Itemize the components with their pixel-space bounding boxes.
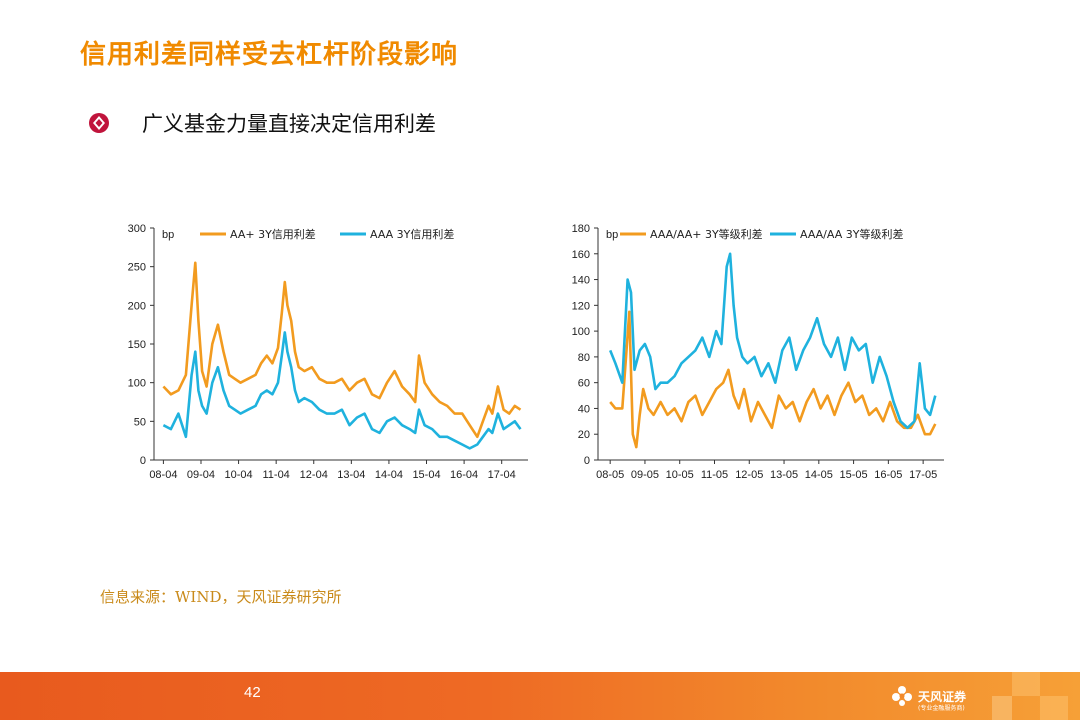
x-tick-label: 08-05: [596, 469, 624, 481]
y-tick-label: 120: [572, 300, 590, 312]
x-tick-label: 13-04: [337, 469, 365, 481]
x-tick-label: 08-04: [149, 469, 177, 481]
logo-text: 天风证券: [918, 689, 967, 704]
series-line-1: [162, 331, 522, 450]
x-tick-label: 10-05: [666, 469, 694, 481]
page-number: 42: [244, 684, 261, 701]
x-tick-label: 11-05: [701, 469, 728, 481]
y-tick-label: 0: [584, 455, 590, 467]
y-tick-label: 80: [578, 352, 590, 364]
y-tick-label: 140: [572, 275, 590, 287]
y-tick-label: 200: [128, 300, 146, 312]
company-logo: 天风证券 (专业金融服务商): [890, 676, 990, 716]
y-tick-label: 0: [140, 455, 146, 467]
legend-label-1: AAA/AA 3Y等级利差: [800, 227, 903, 241]
y-tick-label: 100: [128, 378, 146, 390]
x-tick-label: 14-05: [805, 469, 833, 481]
x-tick-label: 16-04: [450, 469, 478, 481]
x-tick-label: 10-04: [225, 469, 253, 481]
x-tick-label: 11-04: [262, 469, 289, 481]
legend-label-0: AA+ 3Y信用利差: [230, 227, 316, 241]
series-line-1: [608, 252, 937, 430]
bullet-icon: [89, 113, 109, 133]
legend-label-1: AAA 3Y信用利差: [370, 227, 454, 241]
x-tick-label: 12-04: [300, 469, 328, 481]
series-line-0: [609, 310, 937, 449]
y-tick-label: 180: [572, 223, 590, 235]
y-tick-label: 20: [578, 429, 590, 441]
chart-aa-plus-aaa-credit-spread: 0 50 100 150 200 250 300 08-04 09-04 10-04 11-04 12…: [128, 223, 528, 481]
unit-label: bp: [606, 229, 618, 241]
bullet-row: 广义基金力量直接决定信用利差: [88, 108, 436, 138]
source-note: 信息来源：WIND，天风证券研究所: [100, 588, 342, 606]
y-tick-label: 50: [134, 416, 146, 428]
x-tick-label: 14-04: [375, 469, 403, 481]
slide-title: 信用利差同样受去杠杆阶段影响: [80, 40, 459, 70]
x-tick-label: 17-04: [488, 469, 516, 481]
x-tick-label: 16-05: [874, 469, 902, 481]
x-tick-label: 15-04: [412, 469, 440, 481]
footer-bar: 42 天风证券 (专业金融服务商): [0, 672, 1080, 720]
series-line-0: [162, 261, 522, 439]
y-tick-label: 100: [572, 326, 590, 338]
x-tick-label: 09-04: [187, 469, 215, 481]
unit-label: bp: [162, 229, 174, 241]
x-tick-label: 15-05: [840, 469, 868, 481]
y-tick-label: 300: [128, 223, 146, 235]
x-tick-label: 17-05: [909, 469, 937, 481]
y-tick-label: 150: [128, 339, 146, 351]
legend-label-0: AAA/AA+ 3Y等级利差: [650, 227, 763, 241]
y-tick-label: 60: [578, 378, 590, 390]
chart-rating-spread: 0 20 40 60 80 100 120 140 160 180 08-05 09-05 10-05 1…: [572, 223, 944, 481]
logo-subtext: (专业金融服务商): [918, 705, 965, 712]
y-tick-label: 40: [578, 403, 590, 415]
x-tick-label: 13-05: [770, 469, 798, 481]
flower-logo-icon: [892, 686, 912, 706]
bullet-text: 广义基金力量直接决定信用利差: [142, 112, 436, 136]
x-tick-label: 09-05: [631, 469, 659, 481]
x-tick-label: 12-05: [735, 469, 763, 481]
y-tick-label: 250: [128, 262, 146, 274]
y-tick-label: 160: [572, 249, 590, 261]
